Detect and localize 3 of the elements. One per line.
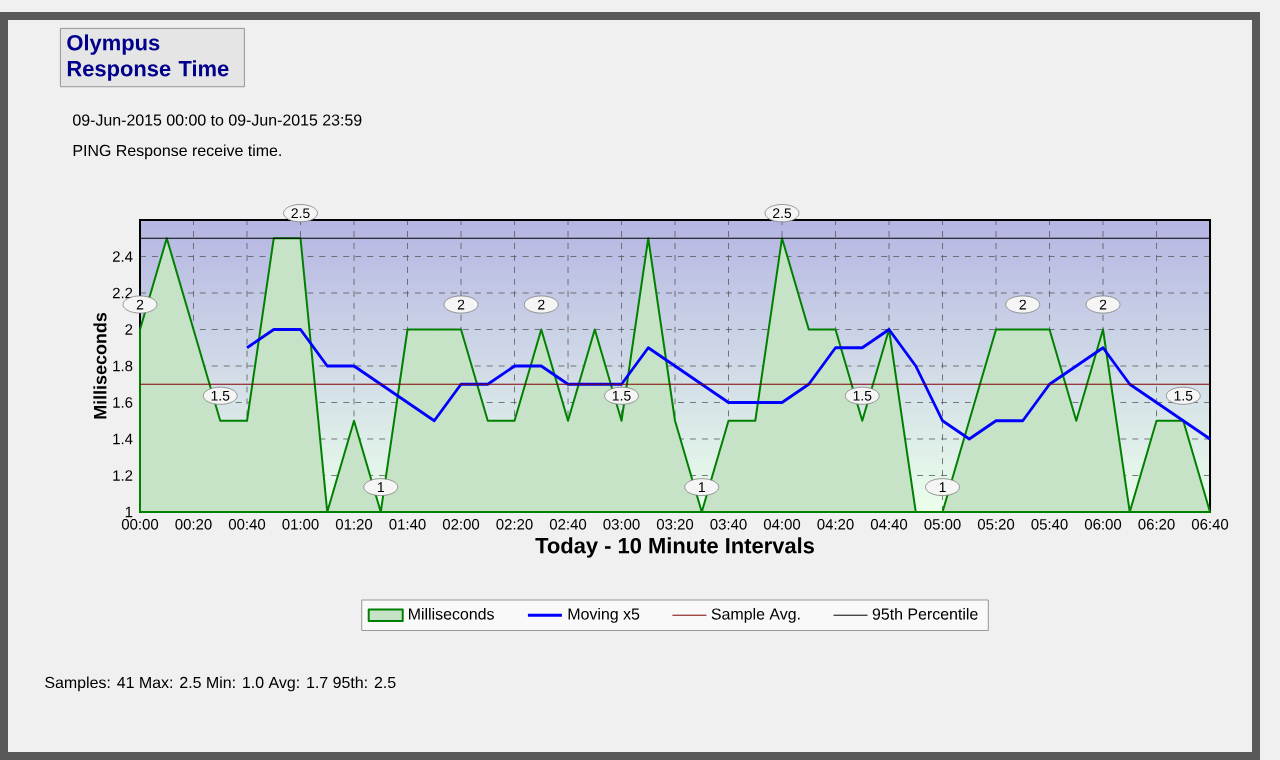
y-axis-title: Milliseconds <box>93 312 107 419</box>
chart-title: Olympus Response Time <box>67 34 229 81</box>
x-axis-title: Today - 10 Minute Intervals <box>535 537 814 558</box>
